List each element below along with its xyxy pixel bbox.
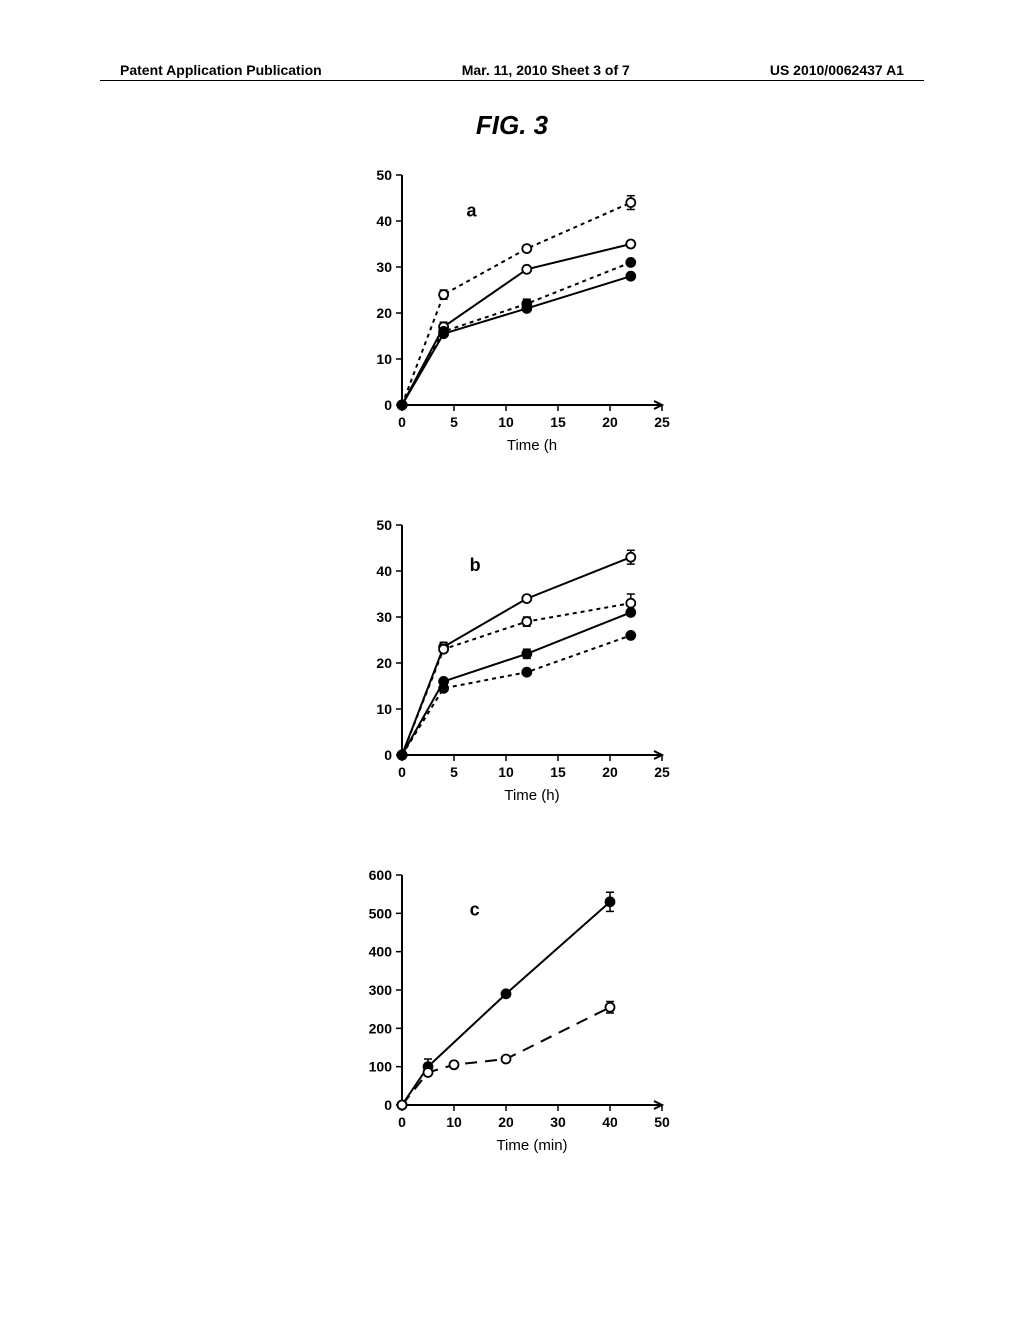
svg-text:500: 500 (369, 905, 393, 921)
svg-text:30: 30 (376, 609, 392, 625)
header-middle: Mar. 11, 2010 Sheet 3 of 7 (462, 62, 630, 78)
svg-text:25: 25 (654, 764, 670, 780)
svg-text:40: 40 (376, 213, 392, 229)
svg-text:20: 20 (498, 1114, 514, 1130)
svg-text:10: 10 (498, 414, 514, 430)
svg-text:5: 5 (450, 414, 458, 430)
svg-text:200: 200 (369, 1020, 393, 1036)
svg-text:0: 0 (398, 414, 406, 430)
svg-text:Time (h: Time (h (507, 437, 557, 454)
svg-text:20: 20 (602, 764, 618, 780)
svg-text:300: 300 (369, 982, 393, 998)
svg-text:Time (min): Time (min) (496, 1137, 567, 1154)
page-header: Patent Application Publication Mar. 11, … (0, 62, 1024, 78)
header-left: Patent Application Publication (120, 62, 322, 78)
svg-text:30: 30 (550, 1114, 566, 1130)
svg-text:10: 10 (376, 701, 392, 717)
svg-text:15: 15 (550, 764, 566, 780)
svg-text:a: a (466, 200, 477, 220)
svg-text:100: 100 (369, 1059, 393, 1075)
header-rule (100, 80, 924, 81)
svg-text:Time (h): Time (h) (504, 787, 559, 804)
svg-text:10: 10 (376, 351, 392, 367)
chart-c: 0 100 200 300 400 500 600 0 10 20 30 40 50 Time (min)… (347, 860, 677, 1160)
svg-text:50: 50 (654, 1114, 670, 1130)
svg-text:0: 0 (384, 747, 392, 763)
svg-text:20: 20 (376, 655, 392, 671)
svg-text:0: 0 (398, 764, 406, 780)
chart-a: 0 10 20 30 40 50 0 5 10 15 20 25 Time (h a (347, 160, 677, 460)
svg-text:20: 20 (376, 305, 392, 321)
svg-text:40: 40 (376, 563, 392, 579)
charts-container: 010203040500510152025Time (ha 0102030405… (0, 160, 1024, 1210)
svg-text:b: b (470, 555, 481, 575)
svg-text:10: 10 (446, 1114, 462, 1130)
svg-text:5: 5 (450, 764, 458, 780)
header-right: US 2010/0062437 A1 (770, 62, 904, 78)
svg-text:40: 40 (602, 1114, 618, 1130)
svg-text:15: 15 (550, 414, 566, 430)
svg-text:c: c (470, 899, 480, 919)
svg-text:0: 0 (398, 1114, 406, 1130)
svg-text:0: 0 (384, 1097, 392, 1113)
svg-text:600: 600 (369, 867, 393, 883)
svg-text:50: 50 (376, 517, 392, 533)
svg-text:0: 0 (384, 397, 392, 413)
svg-text:20: 20 (602, 414, 618, 430)
figure-title: FIG. 3 (0, 110, 1024, 141)
svg-text:30: 30 (376, 259, 392, 275)
svg-text:50: 50 (376, 167, 392, 183)
chart-b: 0 10 20 30 40 50 0 5 10 15 20 25 Time (h) b (347, 510, 677, 810)
svg-text:25: 25 (654, 414, 670, 430)
svg-text:400: 400 (369, 944, 393, 960)
svg-text:10: 10 (498, 764, 514, 780)
